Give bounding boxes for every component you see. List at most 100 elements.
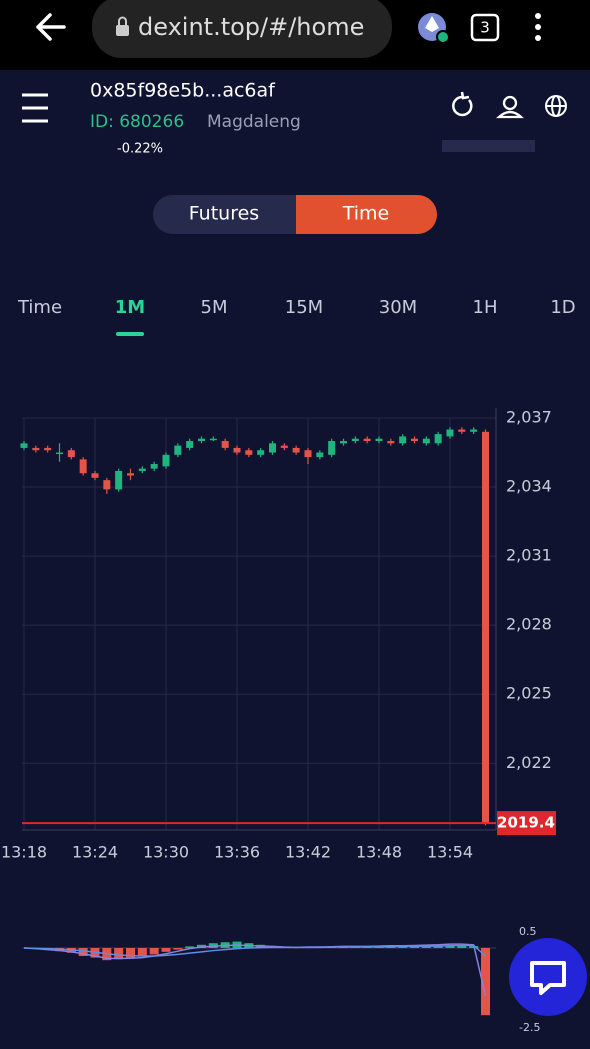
candle-body [79, 459, 87, 474]
macd-dif-line [23, 943, 487, 997]
candle-body [56, 452, 63, 455]
interval-tab[interactable]: 1M [115, 297, 145, 318]
candle-body [340, 441, 347, 444]
header-block [442, 140, 535, 152]
interval-tab[interactable]: Time [17, 297, 62, 318]
status-dot [436, 30, 450, 44]
lock-shackle [118, 16, 127, 25]
candle-body [375, 438, 383, 442]
eth-logo [425, 16, 439, 32]
candle-body [363, 438, 371, 442]
url: dexint.top/#/home [138, 13, 364, 41]
macd-chart: 0.5 -2.5 [22, 925, 540, 1034]
x-tick-label: 13:30 [143, 843, 189, 862]
macd-bar [149, 948, 159, 955]
interval-tab[interactable]: 1D [550, 297, 575, 318]
account-icon[interactable] [496, 95, 524, 119]
back-button[interactable] [36, 13, 66, 41]
x-tick-label: 13:36 [214, 843, 260, 862]
macd-bar [445, 945, 455, 948]
candle-body [186, 441, 194, 448]
macd-bar [185, 946, 195, 948]
candle-body [269, 443, 276, 453]
refresh-icon[interactable] [452, 91, 473, 117]
candle-body [387, 441, 395, 444]
interval-tab[interactable]: 15M [285, 297, 323, 318]
candle-body [470, 429, 478, 432]
menu-dots[interactable] [535, 13, 541, 41]
macd-y-tick-label: 0.5 [519, 925, 537, 938]
interval-tabs: Time 1M 5M 15M 30M 1H 1D [17, 297, 576, 336]
macd-y-tick-label: -2.5 [519, 1021, 540, 1034]
candle-body [280, 445, 288, 448]
last-price-label: 2019.4 [497, 814, 555, 832]
candle-body [44, 447, 52, 451]
candle-body [138, 468, 146, 471]
candle-body [482, 431, 489, 824]
candle-body [20, 443, 28, 448]
url-bar[interactable] [92, 0, 392, 58]
menu-icon[interactable] [22, 93, 48, 123]
candle-body [91, 473, 99, 478]
candle-body [292, 447, 300, 453]
x-tick-label: 13:18 [1, 843, 47, 862]
candle-body [316, 452, 324, 458]
macd-bar [114, 948, 124, 960]
y-tick-label: 2,031 [506, 546, 552, 565]
candle-body [150, 464, 158, 469]
y-tick-label: 2,028 [506, 615, 552, 634]
x-tick-label: 13:42 [285, 843, 331, 862]
y-tick-label: 2,034 [506, 477, 552, 496]
chat-button[interactable] [509, 938, 587, 1016]
candle-body [32, 447, 40, 451]
macd-bar [481, 948, 490, 1016]
toggle-option[interactable]: Futures [189, 203, 259, 225]
interval-tab[interactable]: 5M [201, 297, 228, 318]
username: Magdaleng [207, 112, 301, 132]
candlestick-chart: 2,037 2,034 2,031 2,028 2,025 2,022 13:18 13:24… [1, 408, 556, 862]
macd-bar [137, 948, 147, 956]
last-price-badge [497, 811, 556, 836]
candle-body [434, 434, 442, 444]
candle-body [458, 429, 466, 432]
y-tick-label: 2,037 [506, 408, 552, 427]
candle-body [245, 450, 253, 455]
user-id: ID: 680266 [90, 112, 184, 132]
candle-body [67, 450, 75, 458]
candle-body [304, 450, 312, 458]
candle-body [127, 473, 134, 476]
price-change: -0.22% [117, 142, 163, 157]
candle-body [221, 441, 229, 448]
candle-body [351, 438, 359, 442]
macd-bar [173, 948, 183, 950]
x-tick-label: 13:24 [72, 843, 118, 862]
interval-tab[interactable]: 1H [473, 297, 498, 318]
candle-body [198, 438, 205, 442]
macd-bar [457, 945, 467, 948]
macd-bar [161, 948, 171, 952]
macd-dea-line [23, 944, 486, 957]
candle-body [411, 438, 418, 442]
y-tick-label: 2,025 [506, 684, 552, 703]
candle-body [233, 447, 241, 453]
candle-body [446, 429, 454, 437]
chat-icon [530, 961, 566, 995]
toggle-active [296, 195, 438, 234]
candle-body [399, 436, 407, 444]
tab-count: 3 [480, 19, 490, 37]
language-icon[interactable] [545, 95, 567, 117]
interval-tab[interactable]: 30M [379, 297, 417, 318]
candle-body [209, 438, 217, 441]
macd-bar [421, 945, 431, 948]
tabs-button[interactable] [470, 13, 500, 42]
toggle-option[interactable]: Time [342, 203, 390, 225]
candle-body [162, 454, 170, 467]
candle-body [422, 438, 430, 444]
lock-icon [116, 25, 129, 36]
x-tick-label: 13:48 [356, 843, 402, 862]
y-tick-label: 2,022 [506, 753, 552, 772]
candle-body [115, 470, 123, 490]
